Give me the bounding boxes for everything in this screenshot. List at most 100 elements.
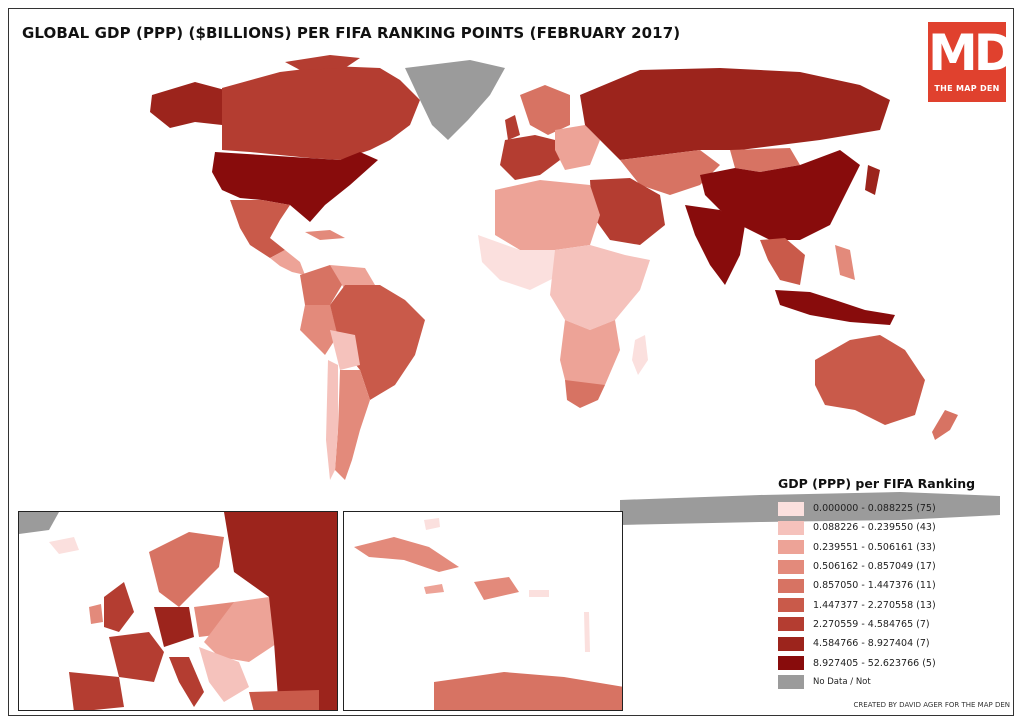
region-mexico	[230, 200, 290, 258]
legend: GDP (PPP) per FIFA Ranking 0.000000 - 0.…	[778, 476, 1003, 692]
region-brazil	[330, 285, 425, 400]
legend-label-no-data: No Data / Not	[813, 677, 871, 688]
legend-item: 4.584766 - 8.927404 (7)	[778, 634, 1003, 653]
region-russia	[580, 68, 890, 160]
legend-item: 0.857050 - 1.447376 (11)	[778, 576, 1003, 595]
legend-item: 0.000000 - 0.088225 (75)	[778, 499, 1003, 518]
region-india	[685, 205, 745, 285]
legend-item: 8.927405 - 52.623766 (5)	[778, 653, 1003, 672]
legend-label: 0.088226 - 0.239550 (43)	[813, 522, 936, 534]
legend-item-no-data: No Data / Not	[778, 673, 1003, 692]
region-scandinavia	[520, 85, 570, 135]
inset-uk	[104, 582, 134, 632]
legend-item: 2.270559 - 4.584765 (7)	[778, 615, 1003, 634]
legend-label: 0.857050 - 1.447376 (11)	[813, 580, 936, 592]
legend-label: 0.000000 - 0.088225 (75)	[813, 503, 936, 515]
region-japan	[865, 165, 880, 195]
map-frame	[8, 8, 1014, 716]
legend-swatch	[778, 559, 804, 574]
inset-turkey	[249, 690, 319, 710]
region-madagascar	[632, 335, 648, 375]
legend-title: GDP (PPP) per FIFA Ranking	[778, 476, 976, 491]
inset-italy	[169, 657, 204, 707]
region-colombia	[300, 265, 345, 305]
region-central-america	[270, 250, 305, 275]
region-east-europe	[555, 125, 600, 170]
region-bolivia	[330, 330, 360, 370]
region-mongolia	[730, 148, 800, 172]
map-den-logo: MD THE MAP DEN	[928, 22, 1015, 102]
legend-swatch	[778, 656, 804, 671]
legend-label: 2.270559 - 4.584765 (7)	[813, 618, 930, 630]
inset-bahamas	[424, 518, 440, 530]
region-philippines	[835, 245, 855, 280]
region-alaska	[150, 82, 225, 128]
europe-inset-map	[19, 512, 337, 710]
region-peru	[300, 305, 338, 355]
legend-swatch	[778, 540, 804, 555]
inset-ireland	[89, 604, 103, 624]
region-southeast-asia	[760, 238, 805, 285]
inset-spain	[69, 672, 124, 710]
legend-label: 8.927405 - 52.623766 (5)	[813, 657, 936, 669]
region-australia	[815, 335, 925, 425]
inset-scandinavia	[149, 532, 224, 607]
logo-text: THE MAP DEN	[934, 84, 1000, 93]
caribbean-inset-map	[354, 518, 622, 710]
region-china	[700, 150, 860, 240]
inset-cuba	[354, 537, 459, 572]
region-usa	[212, 152, 378, 222]
legend-label: 1.447377 - 2.270558 (13)	[813, 599, 936, 611]
inset-russia	[224, 512, 337, 710]
legend-swatch-no-data	[778, 675, 804, 690]
inset-france	[109, 632, 164, 682]
legend-label: 0.506162 - 0.857049 (17)	[813, 561, 936, 573]
region-central-asia	[620, 150, 720, 195]
region-south-africa	[565, 380, 605, 408]
legend-swatch	[778, 636, 804, 651]
region-venezuela	[330, 265, 375, 290]
legend-label: 0.239551 - 0.506161 (33)	[813, 541, 936, 553]
inset-jamaica	[424, 584, 444, 594]
region-middle-east	[590, 178, 665, 245]
region-uk	[505, 115, 520, 140]
legend-items: 0.000000 - 0.088225 (75) 0.088226 - 0.23…	[778, 499, 1003, 692]
region-canada	[222, 66, 420, 160]
inset-hispaniola	[474, 577, 519, 600]
legend-swatch	[778, 578, 804, 593]
map-title: GLOBAL GDP (PPP) ($BILLIONS) PER FIFA RA…	[22, 24, 681, 42]
region-greenland	[405, 60, 505, 140]
legend-item: 1.447377 - 2.270558 (13)	[778, 595, 1003, 614]
inset-greenland	[19, 512, 59, 534]
region-central-africa	[550, 245, 650, 330]
legend-item: 0.239551 - 0.506161 (33)	[778, 538, 1003, 557]
inset-germany	[154, 607, 194, 647]
region-canada-islands	[285, 55, 360, 70]
legend-item: 0.506162 - 0.857049 (17)	[778, 557, 1003, 576]
region-antarctica	[620, 492, 1000, 525]
region-west-europe	[500, 135, 560, 180]
inset-lesser-antilles	[584, 612, 590, 652]
legend-swatch	[778, 598, 804, 613]
inset-south-america	[434, 672, 622, 710]
inset-iceland	[49, 537, 79, 554]
region-indonesia	[775, 290, 895, 325]
credit-line: CREATED BY DAVID AGER FOR THE MAP DEN	[853, 701, 1010, 709]
region-new-zealand	[932, 410, 958, 440]
legend-swatch	[778, 520, 804, 535]
region-chile	[326, 360, 338, 480]
legend-swatch	[778, 501, 804, 516]
legend-item: 0.088226 - 0.239550 (43)	[778, 518, 1003, 537]
inset-puerto-rico	[529, 590, 549, 597]
inset-balkans	[199, 647, 249, 702]
legend-swatch	[778, 617, 804, 632]
caribbean-inset	[343, 511, 623, 711]
region-west-africa	[478, 235, 560, 290]
europe-inset	[18, 511, 338, 711]
inset-east	[204, 597, 279, 662]
region-argentina	[335, 370, 370, 480]
logo-mark: MD	[928, 24, 1015, 82]
legend-label: 4.584766 - 8.927404 (7)	[813, 638, 930, 650]
